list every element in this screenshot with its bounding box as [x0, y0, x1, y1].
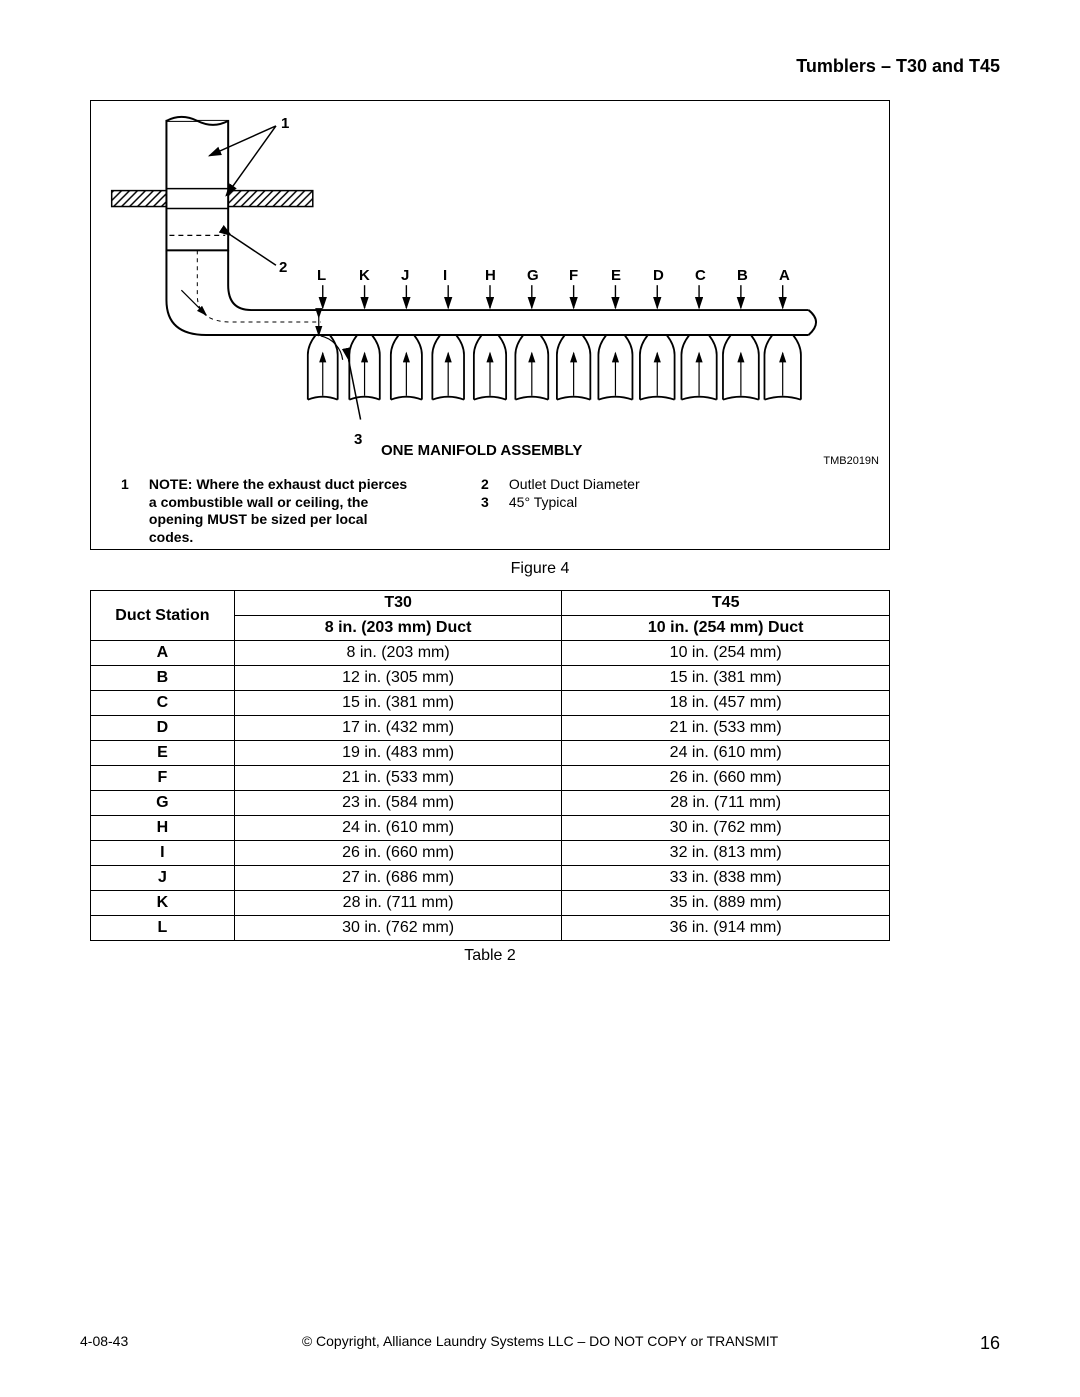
page-footer: 4-08-43 © Copyright, Alliance Laundry Sy… — [0, 1333, 1080, 1349]
cell-t45: 33 in. (838 mm) — [562, 866, 890, 891]
legend-1: 1 NOTE: Where the exhaust duct pierces a… — [121, 476, 521, 546]
footer-right: 16 — [980, 1333, 1000, 1354]
cell-station: G — [91, 791, 235, 816]
cell-station: H — [91, 816, 235, 841]
cell-t30: 8 in. (203 mm) — [234, 641, 562, 666]
station-letter-l: L — [317, 267, 326, 284]
legend-text-2: Outlet Duct Diameter — [509, 476, 709, 494]
th-t45-sub: 10 in. (254 mm) Duct — [562, 616, 890, 641]
station-letter-g: G — [527, 267, 539, 284]
callout-2: 2 — [279, 259, 287, 276]
th-t30-sub: 8 in. (203 mm) Duct — [234, 616, 562, 641]
cell-station: L — [91, 916, 235, 941]
cell-t45: 18 in. (457 mm) — [562, 691, 890, 716]
cell-t30: 28 in. (711 mm) — [234, 891, 562, 916]
cell-station: F — [91, 766, 235, 791]
station-letter-c: C — [695, 267, 706, 284]
table-row: B12 in. (305 mm)15 in. (381 mm) — [91, 666, 890, 691]
cell-station: J — [91, 866, 235, 891]
table-row: C15 in. (381 mm)18 in. (457 mm) — [91, 691, 890, 716]
table-row: I26 in. (660 mm)32 in. (813 mm) — [91, 841, 890, 866]
cell-t30: 17 in. (432 mm) — [234, 716, 562, 741]
cell-station: K — [91, 891, 235, 916]
legend-text-3: 45° Typical — [509, 494, 709, 512]
legend-num-1: 1 — [121, 476, 145, 494]
legend-num-2: 2 — [481, 476, 505, 494]
cell-t30: 21 in. (533 mm) — [234, 766, 562, 791]
cell-t45: 35 in. (889 mm) — [562, 891, 890, 916]
station-letter-j: J — [401, 267, 409, 284]
station-letter-d: D — [653, 267, 664, 284]
table-row: D17 in. (432 mm)21 in. (533 mm) — [91, 716, 890, 741]
station-letter-h: H — [485, 267, 496, 284]
table-row: H24 in. (610 mm)30 in. (762 mm) — [91, 816, 890, 841]
cell-t45: 24 in. (610 mm) — [562, 741, 890, 766]
cell-t45: 30 in. (762 mm) — [562, 816, 890, 841]
cell-t45: 15 in. (381 mm) — [562, 666, 890, 691]
cell-t30: 15 in. (381 mm) — [234, 691, 562, 716]
cell-t30: 12 in. (305 mm) — [234, 666, 562, 691]
legend-3: 3 45° Typical — [481, 494, 709, 512]
th-station: Duct Station — [91, 591, 235, 641]
table-caption: Table 2 — [90, 947, 890, 965]
cell-t45: 10 in. (254 mm) — [562, 641, 890, 666]
th-t30: T30 — [234, 591, 562, 616]
table-row: A8 in. (203 mm)10 in. (254 mm) — [91, 641, 890, 666]
th-t45: T45 — [562, 591, 890, 616]
station-letter-i: I — [443, 267, 447, 284]
table-row: E19 in. (483 mm)24 in. (610 mm) — [91, 741, 890, 766]
cell-t45: 26 in. (660 mm) — [562, 766, 890, 791]
page-title: Tumblers – T30 and T45 — [796, 56, 1000, 77]
cell-station: B — [91, 666, 235, 691]
cell-t45: 21 in. (533 mm) — [562, 716, 890, 741]
cell-t45: 28 in. (711 mm) — [562, 791, 890, 816]
table-row: K28 in. (711 mm)35 in. (889 mm) — [91, 891, 890, 916]
callout-1: 1 — [281, 115, 289, 132]
station-letter-e: E — [611, 267, 621, 284]
callout-3: 3 — [354, 431, 362, 448]
cell-t45: 36 in. (914 mm) — [562, 916, 890, 941]
duct-table: Duct Station T30 T45 8 in. (203 mm) Duct… — [90, 590, 890, 965]
cell-t45: 32 in. (813 mm) — [562, 841, 890, 866]
assembly-label: ONE MANIFOLD ASSEMBLY — [381, 442, 582, 459]
cell-t30: 27 in. (686 mm) — [234, 866, 562, 891]
cell-station: A — [91, 641, 235, 666]
table-row: F21 in. (533 mm)26 in. (660 mm) — [91, 766, 890, 791]
legend-2: 2 Outlet Duct Diameter — [481, 476, 709, 494]
legend-text-1: NOTE: Where the exhaust duct pierces a c… — [149, 476, 409, 546]
station-letter-k: K — [359, 267, 370, 284]
legend-num-3: 3 — [481, 494, 505, 512]
cell-station: I — [91, 841, 235, 866]
cell-t30: 30 in. (762 mm) — [234, 916, 562, 941]
cell-t30: 26 in. (660 mm) — [234, 841, 562, 866]
station-letter-a: A — [779, 267, 790, 284]
cell-t30: 24 in. (610 mm) — [234, 816, 562, 841]
figure-caption: Figure 4 — [0, 560, 1080, 578]
table-row: G23 in. (584 mm)28 in. (711 mm) — [91, 791, 890, 816]
cell-t30: 19 in. (483 mm) — [234, 741, 562, 766]
cell-station: D — [91, 716, 235, 741]
station-letter-b: B — [737, 267, 748, 284]
table-row: L30 in. (762 mm)36 in. (914 mm) — [91, 916, 890, 941]
figure-box: 1 2 3 L K J I H G F E D C B A ONE MANIFOLD ASSEMBLY… — [90, 100, 890, 550]
cell-t30: 23 in. (584 mm) — [234, 791, 562, 816]
footer-left: 4-08-43 — [80, 1333, 128, 1349]
table-row: J27 in. (686 mm)33 in. (838 mm) — [91, 866, 890, 891]
cell-station: C — [91, 691, 235, 716]
cell-station: E — [91, 741, 235, 766]
diagram-code: TMB2019N — [823, 455, 879, 467]
station-letter-f: F — [569, 267, 578, 284]
footer-center: © Copyright, Alliance Laundry Systems LL… — [0, 1333, 1080, 1349]
